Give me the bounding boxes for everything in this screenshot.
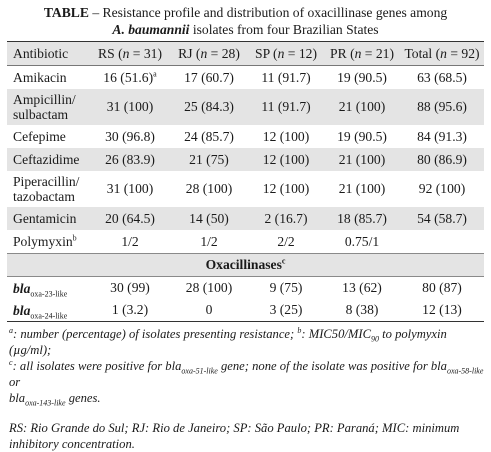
header-total: Total (n = 92) (400, 41, 484, 66)
antibiotic-cefepime: Cefepime (13, 129, 66, 144)
footnote-a-b: a: number (percentage) of isolates prese… (9, 325, 447, 357)
header-pr: PR (n = 21) (324, 41, 400, 66)
cell-rj: 28 (100) (185, 181, 233, 196)
header-rj: RJ (n = 28) (170, 41, 248, 66)
cell-rs: 20 (64.5) (90, 207, 170, 230)
cell-pr: 8 (38) (324, 299, 400, 322)
cell-total: 92 (100) (418, 181, 466, 196)
cell-sp: 3 (25) (248, 299, 324, 322)
table-row: Gentamicin 20 (64.5) 14 (50) 2 (16.7) 18… (7, 207, 484, 230)
table-row: Piperacillin/tazobactam 31 (100) 28 (100… (7, 171, 484, 207)
abbreviations-note: RS: Rio Grande do Sul; RJ: Rio de Janeir… (9, 421, 460, 451)
cell-pr: 19 (90.5) (337, 69, 387, 85)
cell-sp: 9 (75) (248, 276, 324, 299)
cell-rj: 24 (85.7) (184, 128, 234, 144)
header-sp: SP (n = 12) (248, 41, 324, 66)
cell-rj: 14 (50) (170, 207, 248, 230)
cell-total (400, 230, 484, 254)
cell-total: 80 (86.9) (400, 148, 484, 171)
antibiotic-polymyxin: Polymyxinb (13, 233, 77, 249)
oxacillinases-header-row: Oxacillinasesc (7, 253, 484, 277)
cell-pr: 21 (100) (324, 89, 400, 125)
table-row: blaoxa-23-like 30 (99) 28 (100) 9 (75) 1… (7, 276, 484, 299)
cell-pr: 21 (100) (324, 148, 400, 171)
table-footnotes: a: number (percentage) of isolates prese… (7, 325, 484, 408)
table-row: Cefepime 30 (96.8) 24 (85.7) 12 (100) 19… (7, 125, 484, 148)
cell-pr: 13 (62) (324, 276, 400, 299)
header-row: Antibiotic RS (n = 31) RJ (n = 28) SP (n… (7, 41, 484, 66)
cell-total: 54 (58.7) (400, 207, 484, 230)
header-rs: RS (n = 31) (90, 41, 170, 66)
table-row: blaoxa-24-like 1 (3.2) 0 3 (25) 8 (38) 1… (7, 299, 484, 322)
caption-line2: isolates from four Brazilian States (192, 22, 379, 37)
footnote-c-cont: blaoxa-143-like genes. (9, 391, 101, 408)
cell-total: 63 (68.5) (417, 69, 467, 85)
table-row: Ampicillin/sulbactam 31 (100) 25 (84.3) … (7, 89, 484, 125)
caption-lead: TABLE (43, 5, 89, 20)
footnote-c: c: all isolates were positive for blaoxa… (9, 357, 484, 389)
cell-rj: 0 (170, 299, 248, 322)
oxacillinases-heading: Oxacillinasesc (7, 253, 484, 277)
cell-rs: 30 (99) (90, 276, 170, 299)
cell-rs: 31 (100) (90, 89, 170, 125)
cell-rj: 17 (60.7) (184, 69, 234, 85)
caption-species: A. baumannii (112, 22, 190, 37)
cell-sp: 12 (100) (262, 181, 310, 196)
antibiotic-ampicillin-sulbactam: Ampicillin/sulbactam (7, 89, 90, 125)
gene-oxa-23: blaoxa-23-like (7, 276, 90, 299)
cell-rj: 21 (75) (170, 148, 248, 171)
cell-total: 80 (87) (400, 276, 484, 299)
table-row: Ceftazidime 26 (83.9) 21 (75) 12 (100) 2… (7, 148, 484, 171)
cell-rj: 28 (100) (170, 276, 248, 299)
cell-sp: 11 (91.7) (261, 69, 311, 85)
cell-sp: 12 (100) (262, 128, 310, 144)
document-page: TABLE – Resistance profile and distribut… (7, 4, 484, 452)
antibiotic-gentamicin: Gentamicin (7, 207, 90, 230)
cell-sp: 12 (100) (248, 148, 324, 171)
antibiotic-piperacillin-tazobactam: Piperacillin/tazobactam (13, 174, 80, 204)
table-row: Amikacin 16 (51.6)a 17 (60.7) 11 (91.7) … (7, 66, 484, 90)
cell-pr: 21 (100) (338, 181, 386, 196)
cell-rs: 1/2 (121, 233, 139, 249)
cell-sp: 2/2 (277, 233, 295, 249)
antibiotic-amikacin: Amikacin (13, 70, 67, 85)
caption-line1: – Resistance profile and distribution of… (92, 5, 448, 20)
cell-pr: 18 (85.7) (324, 207, 400, 230)
cell-pr: 19 (90.5) (337, 128, 387, 144)
cell-rs: 26 (83.9) (90, 148, 170, 171)
cell-pr: 0.75/1 (344, 233, 380, 249)
cell-rj: 25 (84.3) (170, 89, 248, 125)
gene-oxa-24: blaoxa-24-like (7, 299, 90, 322)
cell-rs: 1 (3.2) (90, 299, 170, 322)
header-antibiotic: Antibiotic (7, 41, 90, 66)
cell-sp: 2 (16.7) (248, 207, 324, 230)
cell-sp: 11 (91.7) (248, 89, 324, 125)
table-caption: TABLE – Resistance profile and distribut… (7, 4, 484, 38)
cell-rs: 31 (100) (106, 181, 154, 196)
cell-rs: 30 (96.8) (105, 128, 155, 144)
cell-total: 12 (13) (400, 299, 484, 322)
antibiotic-ceftazidime: Ceftazidime (7, 148, 90, 171)
cell-total: 84 (91.3) (417, 128, 467, 144)
cell-total: 88 (95.6) (400, 89, 484, 125)
cell-rj: 1/2 (200, 233, 218, 249)
table-row: Polymyxinb 1/2 1/2 2/2 0.75/1 (7, 230, 484, 254)
resistance-table: Antibiotic RS (n = 31) RJ (n = 28) SP (n… (7, 41, 484, 322)
cell-rs: 16 (51.6)a (103, 68, 157, 85)
